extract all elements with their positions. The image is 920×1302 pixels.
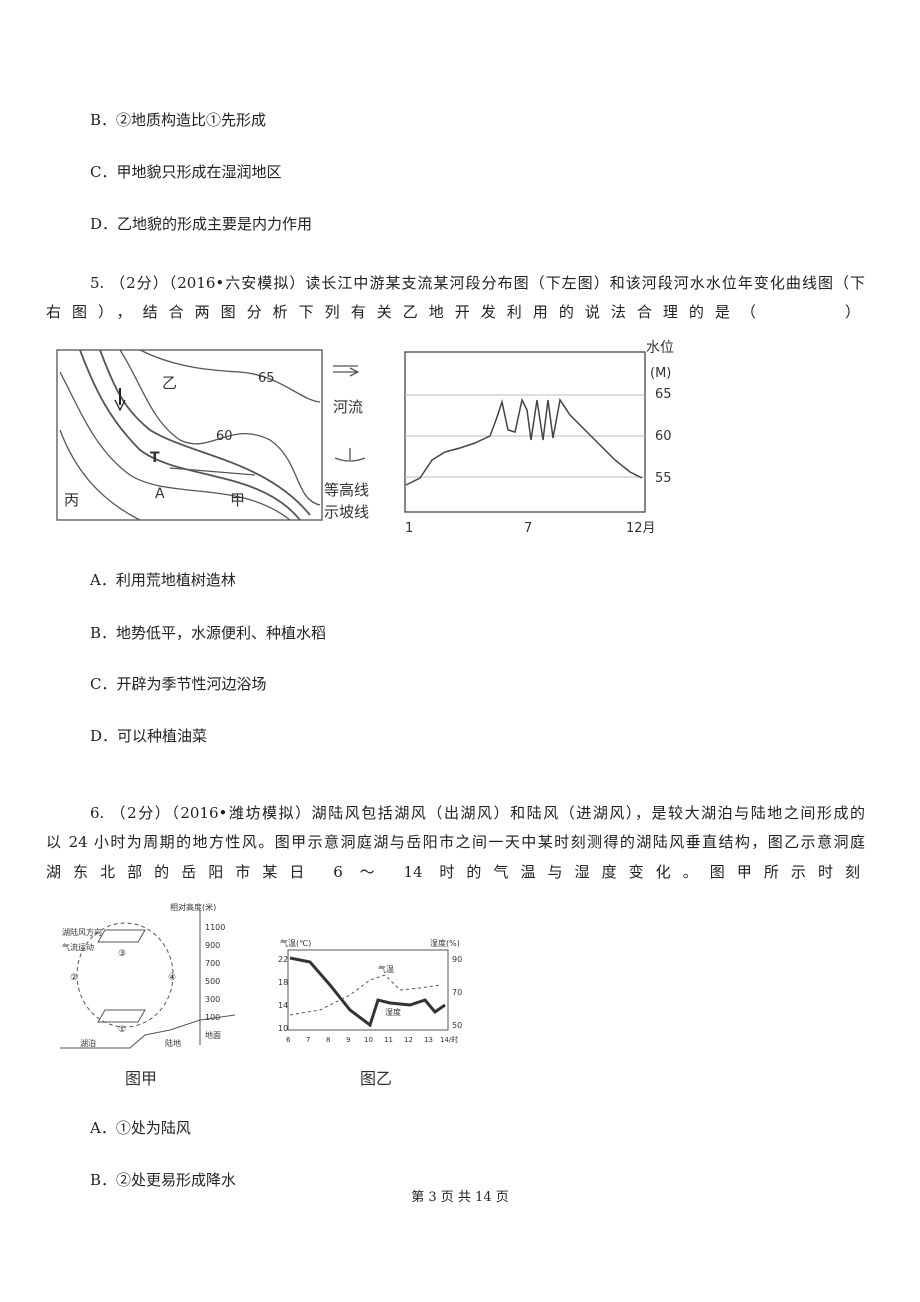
- y-tick-label: 55: [655, 471, 672, 486]
- axis-title: 水位: [646, 340, 674, 356]
- legend-label: 气流运动: [62, 942, 94, 952]
- series-label: 湿度: [385, 1007, 401, 1017]
- question-line: 6. （2分）（2016•潍坊模拟）湖陆风包括湖风（出湖风）和陆风（进湖风），是…: [90, 804, 865, 822]
- wind-arrow: [97, 929, 146, 943]
- y-tick-label: 18: [278, 978, 288, 987]
- x-tick-label: 12月: [626, 521, 656, 536]
- circle-label: ①: [118, 1025, 126, 1035]
- x-tick-label: 12: [404, 1036, 413, 1044]
- circulation: [76, 922, 174, 1028]
- map-label: T: [150, 450, 160, 466]
- x-tick-label: 1: [405, 521, 413, 536]
- y-tick-label: 65: [655, 387, 672, 402]
- x-tick-label: 7: [306, 1036, 310, 1044]
- x-tick-label: 9: [346, 1036, 350, 1044]
- caption: 图甲: [125, 1069, 157, 1088]
- contour: [119, 349, 321, 506]
- axis-title: 气温(℃): [280, 938, 311, 948]
- legend-label: 示坡线: [324, 503, 369, 521]
- y-tick-label: 500: [205, 977, 220, 986]
- footer: 第 3 页 共 14 页: [411, 1190, 509, 1205]
- y-tick-label: 70: [452, 988, 462, 997]
- map-label: 甲: [230, 491, 245, 509]
- question-line: 5. （2分）（2016•六安模拟）读长江中游某支流某河段分布图（下左图）和该河…: [90, 274, 865, 292]
- y-tick-label: 50: [452, 1021, 462, 1030]
- axis-title: 相对高度(米): [170, 902, 216, 912]
- y-tick-label: 700: [205, 959, 220, 968]
- x-tick-label: 10: [364, 1036, 373, 1044]
- contour: [59, 371, 291, 521]
- map-label: 65: [258, 371, 275, 386]
- water-curve: [405, 397, 643, 486]
- circle-label: ③: [118, 949, 126, 959]
- wind-arrow: [97, 1009, 146, 1023]
- ground: [60, 1014, 236, 1049]
- y-tick-label: 100: [205, 1013, 220, 1022]
- y-tick-label: 60: [655, 429, 672, 444]
- circle-label: ④: [168, 973, 176, 983]
- option: B．②处更易形成降水: [90, 1171, 237, 1189]
- temp-curve: [289, 974, 441, 1016]
- ground-label: 陆地: [165, 1038, 181, 1048]
- y-tick-label: 10: [278, 1024, 288, 1033]
- y-tick-label: 90: [452, 955, 462, 964]
- option: B．②地质构造比①先形成: [90, 111, 267, 129]
- x-tick-label: 7: [524, 521, 532, 536]
- fig-b: [287, 949, 449, 1031]
- map-label: 丙: [64, 491, 79, 509]
- option: C．甲地貌只形成在湿润地区: [90, 163, 282, 181]
- x-tick-label: 11: [384, 1036, 393, 1044]
- ground-label: 湖泊: [80, 1038, 96, 1048]
- x-tick-label: 6: [286, 1036, 291, 1044]
- series-label: 气温: [378, 964, 394, 974]
- slope-line: [169, 467, 256, 476]
- river: [79, 349, 301, 521]
- legend-river: [333, 365, 360, 377]
- legend-label: 等高线: [324, 481, 369, 499]
- y-tick-label: 14: [278, 1001, 288, 1010]
- question-line: 以 24 小时为周期的地方性风。图甲示意洞庭湖与岳阳市之间一天中某时刻测得的湖陆…: [46, 833, 865, 851]
- x-tick-label: 13: [424, 1036, 433, 1044]
- y-tick-label: 22: [278, 955, 288, 964]
- y-tick-label: 300: [205, 995, 220, 1004]
- option: D．可以种植油菜: [90, 727, 208, 745]
- legend-slope: [334, 448, 366, 462]
- question-line: 右图），结合两图分析下列有关乙地开发利用的说法合理的是（ ）: [46, 303, 860, 321]
- fig-a: [60, 910, 236, 1049]
- chart-frame: [287, 949, 449, 1031]
- option: C．开辟为季节性河边浴场: [90, 675, 267, 693]
- map-label: 60: [216, 429, 233, 444]
- y-tick-label: 900: [205, 941, 220, 950]
- axis-title: 湿度(%): [430, 938, 460, 948]
- flow-arrow: [114, 399, 126, 412]
- contour: [59, 429, 141, 521]
- x-tick-label: 8: [326, 1036, 330, 1044]
- y-tick-label: 地面: [205, 1030, 221, 1040]
- option: D．乙地貌的形成主要是内力作用: [90, 215, 313, 233]
- x-tick-label: 14/时: [440, 1035, 458, 1044]
- contour: [139, 349, 321, 403]
- chart-frame: [404, 351, 646, 513]
- question-line: 湖东北部的岳阳市某日 6 ～ 14 时的气温与湿度变化。图甲所示时刻: [46, 863, 860, 881]
- caption: 图乙: [360, 1069, 392, 1088]
- map-label: 乙: [162, 374, 177, 392]
- legend-label: 湖陆风方向: [62, 927, 102, 937]
- option: A．①处为陆风: [90, 1119, 191, 1137]
- legend-label: 河流: [333, 398, 363, 416]
- map-label: A: [155, 486, 165, 502]
- map: [56, 349, 366, 521]
- axis-unit: (M): [650, 366, 671, 381]
- map-frame: [56, 349, 323, 521]
- y-tick-label: 1100: [205, 923, 225, 932]
- circle-label: ②: [70, 973, 78, 983]
- river: [99, 349, 311, 516]
- option: B．地势低平，水源便利、种植水稻: [90, 624, 327, 642]
- option: A．利用荒地植树造林: [90, 571, 236, 589]
- humidity-curve: [289, 956, 446, 1028]
- water-chart: [404, 351, 646, 513]
